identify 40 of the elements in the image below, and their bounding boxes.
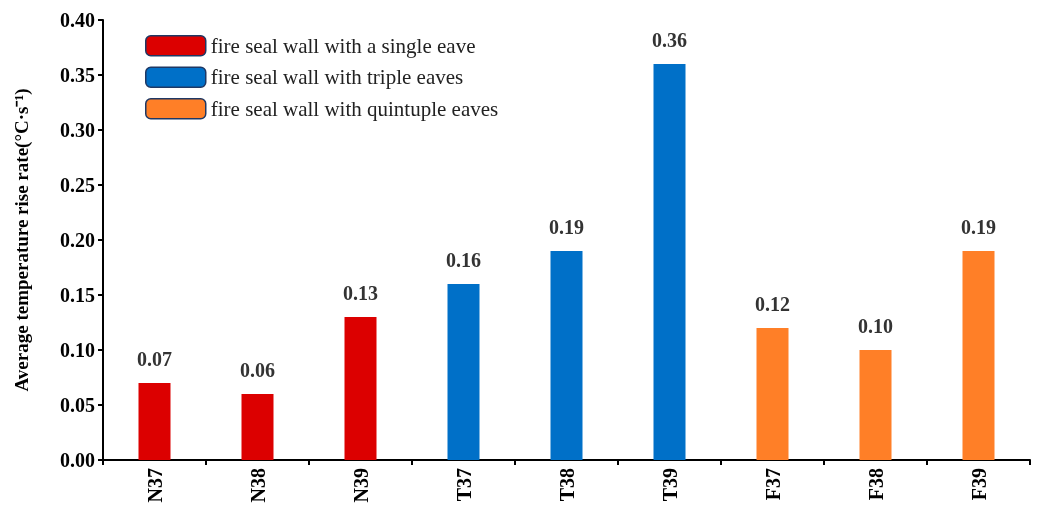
bar (756, 328, 789, 460)
y-tick-label: 0.25 (60, 174, 95, 196)
y-tick-label: 0.00 (60, 449, 95, 471)
y-tick-label: 0.20 (60, 229, 95, 251)
x-tick-label: N39 (349, 468, 372, 503)
data-label: 0.06 (240, 359, 275, 381)
y-tick-label: 0.30 (60, 119, 95, 141)
x-tick-label: T37 (452, 468, 475, 502)
x-tick-label: T38 (555, 468, 578, 502)
data-label: 0.13 (343, 282, 378, 304)
x-tick-label: F37 (761, 468, 784, 501)
bar (241, 394, 274, 460)
x-tick-label: T39 (658, 468, 681, 502)
x-tick-label: F39 (967, 468, 990, 501)
bar (344, 317, 377, 460)
bar (859, 350, 892, 460)
data-label: 0.19 (961, 216, 996, 238)
legend-label: fire seal wall with a single eave (210, 33, 476, 58)
legend-label: fire seal wall with triple eaves (210, 65, 464, 90)
y-tick-label: 0.35 (60, 64, 95, 86)
y-axis-title: Average temperature rise rate(°C·s⁻¹) (11, 88, 33, 392)
y-tick-label: 0.10 (60, 339, 95, 361)
bar (138, 383, 171, 460)
bar (550, 251, 583, 460)
legend-label: fire seal wall with quintuple eaves (210, 96, 499, 121)
y-tick-label: 0.15 (60, 284, 95, 306)
data-label: 0.36 (652, 29, 687, 51)
data-label: 0.16 (446, 249, 481, 271)
y-tick-label: 0.05 (60, 394, 95, 416)
x-tick-label: N38 (246, 468, 269, 503)
bar (962, 251, 995, 460)
x-tick-label: N37 (143, 468, 166, 503)
data-label: 0.07 (137, 348, 172, 370)
bar (447, 284, 480, 460)
data-label: 0.12 (755, 293, 790, 315)
data-label: 0.19 (549, 216, 584, 238)
y-tick-label: 0.40 (60, 9, 95, 31)
data-label: 0.10 (858, 315, 893, 337)
x-tick-label: F38 (864, 468, 887, 501)
bar (653, 64, 686, 460)
